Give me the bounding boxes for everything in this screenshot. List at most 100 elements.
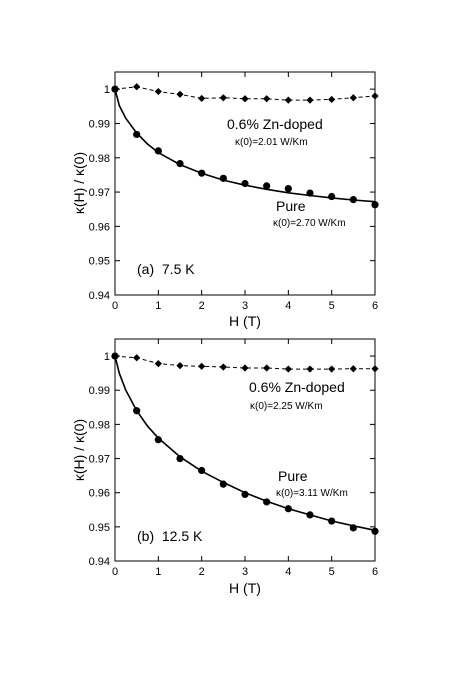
x-tick-label-a: 6 xyxy=(372,300,378,312)
annotation-pure-title-b: Pure xyxy=(278,468,308,484)
point-pure-a xyxy=(263,182,271,190)
point-zn-b xyxy=(219,363,227,371)
x-tick-label-a: 2 xyxy=(199,300,205,312)
annotation-pure-kappa-a: κ(0)=2.70 W/Km xyxy=(273,218,346,229)
fit-line-pure-a xyxy=(114,88,376,203)
point-zn-a xyxy=(133,83,141,91)
point-pure-a xyxy=(241,179,249,188)
point-zn-a xyxy=(371,92,379,100)
series-line-pure-fit-a xyxy=(114,88,376,203)
point-zn-b xyxy=(241,364,249,372)
y-tick-label-a: 0.98 xyxy=(89,153,110,165)
point-pure-a xyxy=(176,160,184,168)
point-pure-a xyxy=(219,174,227,182)
point-pure-b xyxy=(241,490,249,498)
annotation-zn-title-a: 0.6% Zn-doped xyxy=(227,116,323,132)
series-line-pure-fit-b xyxy=(114,355,376,532)
x-tick-label-b: 4 xyxy=(285,566,291,578)
panel-b: 0 1 2 3 4 5 6 0.94 0.95 0.96 0.97 0.98 0.99 1 H (T) κ… xyxy=(71,338,379,596)
markers-a xyxy=(111,83,379,209)
point-pure-b xyxy=(263,498,271,506)
x-tick-label-a: 0 xyxy=(112,300,118,312)
x-axis-title-b: H (T) xyxy=(229,580,261,596)
fit-line-pure-b xyxy=(114,355,376,532)
panel-a: 0 1 2 3 4 5 6 0.94 0.95 0.96 0.97 0.98 0.99 1 H (T) κ… xyxy=(71,71,379,329)
y-tick-label-b: 0.95 xyxy=(89,522,110,534)
annotation-zn-kappa-b: κ(0)=2.25 W/Km xyxy=(250,401,323,412)
point-zn-b xyxy=(198,362,206,370)
x-tick-label-b: 5 xyxy=(329,566,335,578)
point-zn-a xyxy=(284,96,292,104)
y-tick-label-a: 0.94 xyxy=(89,290,110,302)
point-pure-a xyxy=(111,85,119,93)
point-pure-a xyxy=(349,196,357,204)
y-tick-label-b: 1 xyxy=(104,351,110,363)
y-axis-title-b: κ(H) / κ(0) xyxy=(71,419,87,481)
y-tick-label-b: 0.96 xyxy=(89,488,110,500)
point-zn-b xyxy=(306,365,314,373)
point-zn-a xyxy=(328,95,336,104)
point-pure-a xyxy=(284,185,292,193)
point-pure-b xyxy=(349,524,357,532)
x-tick-label-b: 3 xyxy=(242,566,248,578)
point-pure-b xyxy=(198,466,206,475)
point-zn-b xyxy=(154,359,162,368)
point-zn-b xyxy=(328,365,336,373)
point-zn-b xyxy=(371,365,379,373)
y-axis-title-a: κ(H) / κ(0) xyxy=(71,152,87,214)
ticks-a: 0 1 2 3 4 5 6 0.94 0.95 0.96 0.97 0.98 0.99 1 xyxy=(89,72,378,312)
y-tick-label-b: 0.99 xyxy=(89,385,110,397)
annotation-pure-kappa-b: κ(0)=3.11 W/Km xyxy=(276,488,348,499)
point-pure-b xyxy=(371,527,379,535)
y-tick-label-a: 1 xyxy=(104,84,110,96)
x-tick-label-b: 0 xyxy=(112,566,118,578)
x-tick-label-b: 1 xyxy=(155,566,161,578)
x-tick-label-a: 5 xyxy=(329,300,335,312)
x-axis-title-a: H (T) xyxy=(229,313,261,329)
y-tick-label-a: 0.95 xyxy=(89,256,110,268)
y-tick-label-b: 0.97 xyxy=(89,454,110,466)
x-tick-label-b: 2 xyxy=(199,566,205,578)
point-zn-a xyxy=(154,87,162,96)
ticks-b: 0 1 2 3 4 5 6 0.94 0.95 0.96 0.97 0.98 0.99 1 xyxy=(89,339,378,578)
y-tick-label-a: 0.99 xyxy=(89,118,110,130)
point-pure-a xyxy=(198,169,206,177)
point-zn-b xyxy=(284,365,292,373)
point-zn-b xyxy=(133,354,141,362)
point-pure-b xyxy=(111,352,119,360)
y-tick-label-b: 0.94 xyxy=(89,556,110,568)
point-pure-b xyxy=(176,454,184,463)
panel-label-b: (b) 12.5 K xyxy=(137,528,203,544)
point-pure-b xyxy=(219,480,227,488)
point-zn-a xyxy=(176,90,184,98)
y-tick-label-a: 0.96 xyxy=(89,221,110,233)
x-tick-label-a: 4 xyxy=(285,300,291,312)
annotation-zn-kappa-a: κ(0)=2.01 W/Km xyxy=(235,137,308,148)
y-tick-label-b: 0.98 xyxy=(89,419,110,431)
point-zn-a xyxy=(306,96,314,104)
x-tick-label-a: 3 xyxy=(242,300,248,312)
point-pure-a xyxy=(133,130,141,139)
point-zn-b xyxy=(176,362,184,370)
x-tick-label-b: 6 xyxy=(372,566,378,578)
point-zn-a xyxy=(349,94,357,102)
point-zn-b xyxy=(349,365,357,373)
point-pure-b xyxy=(154,436,162,444)
markers-b xyxy=(111,352,379,535)
point-zn-a xyxy=(263,95,271,103)
point-pure-b xyxy=(328,517,336,525)
annotation-zn-title-b: 0.6% Zn-doped xyxy=(249,379,345,395)
y-tick-label-a: 0.97 xyxy=(89,187,110,199)
annotation-pure-title-a: Pure xyxy=(276,198,306,214)
point-pure-a xyxy=(154,147,162,155)
point-zn-a xyxy=(198,94,206,103)
x-tick-label-a: 1 xyxy=(155,300,161,312)
point-pure-b xyxy=(284,505,292,513)
panel-label-a: (a) 7.5 K xyxy=(137,261,195,277)
point-pure-a xyxy=(371,201,379,209)
point-zn-b xyxy=(263,364,271,372)
point-zn-a xyxy=(219,94,227,102)
point-pure-b xyxy=(306,511,314,519)
point-pure-b xyxy=(133,407,141,415)
